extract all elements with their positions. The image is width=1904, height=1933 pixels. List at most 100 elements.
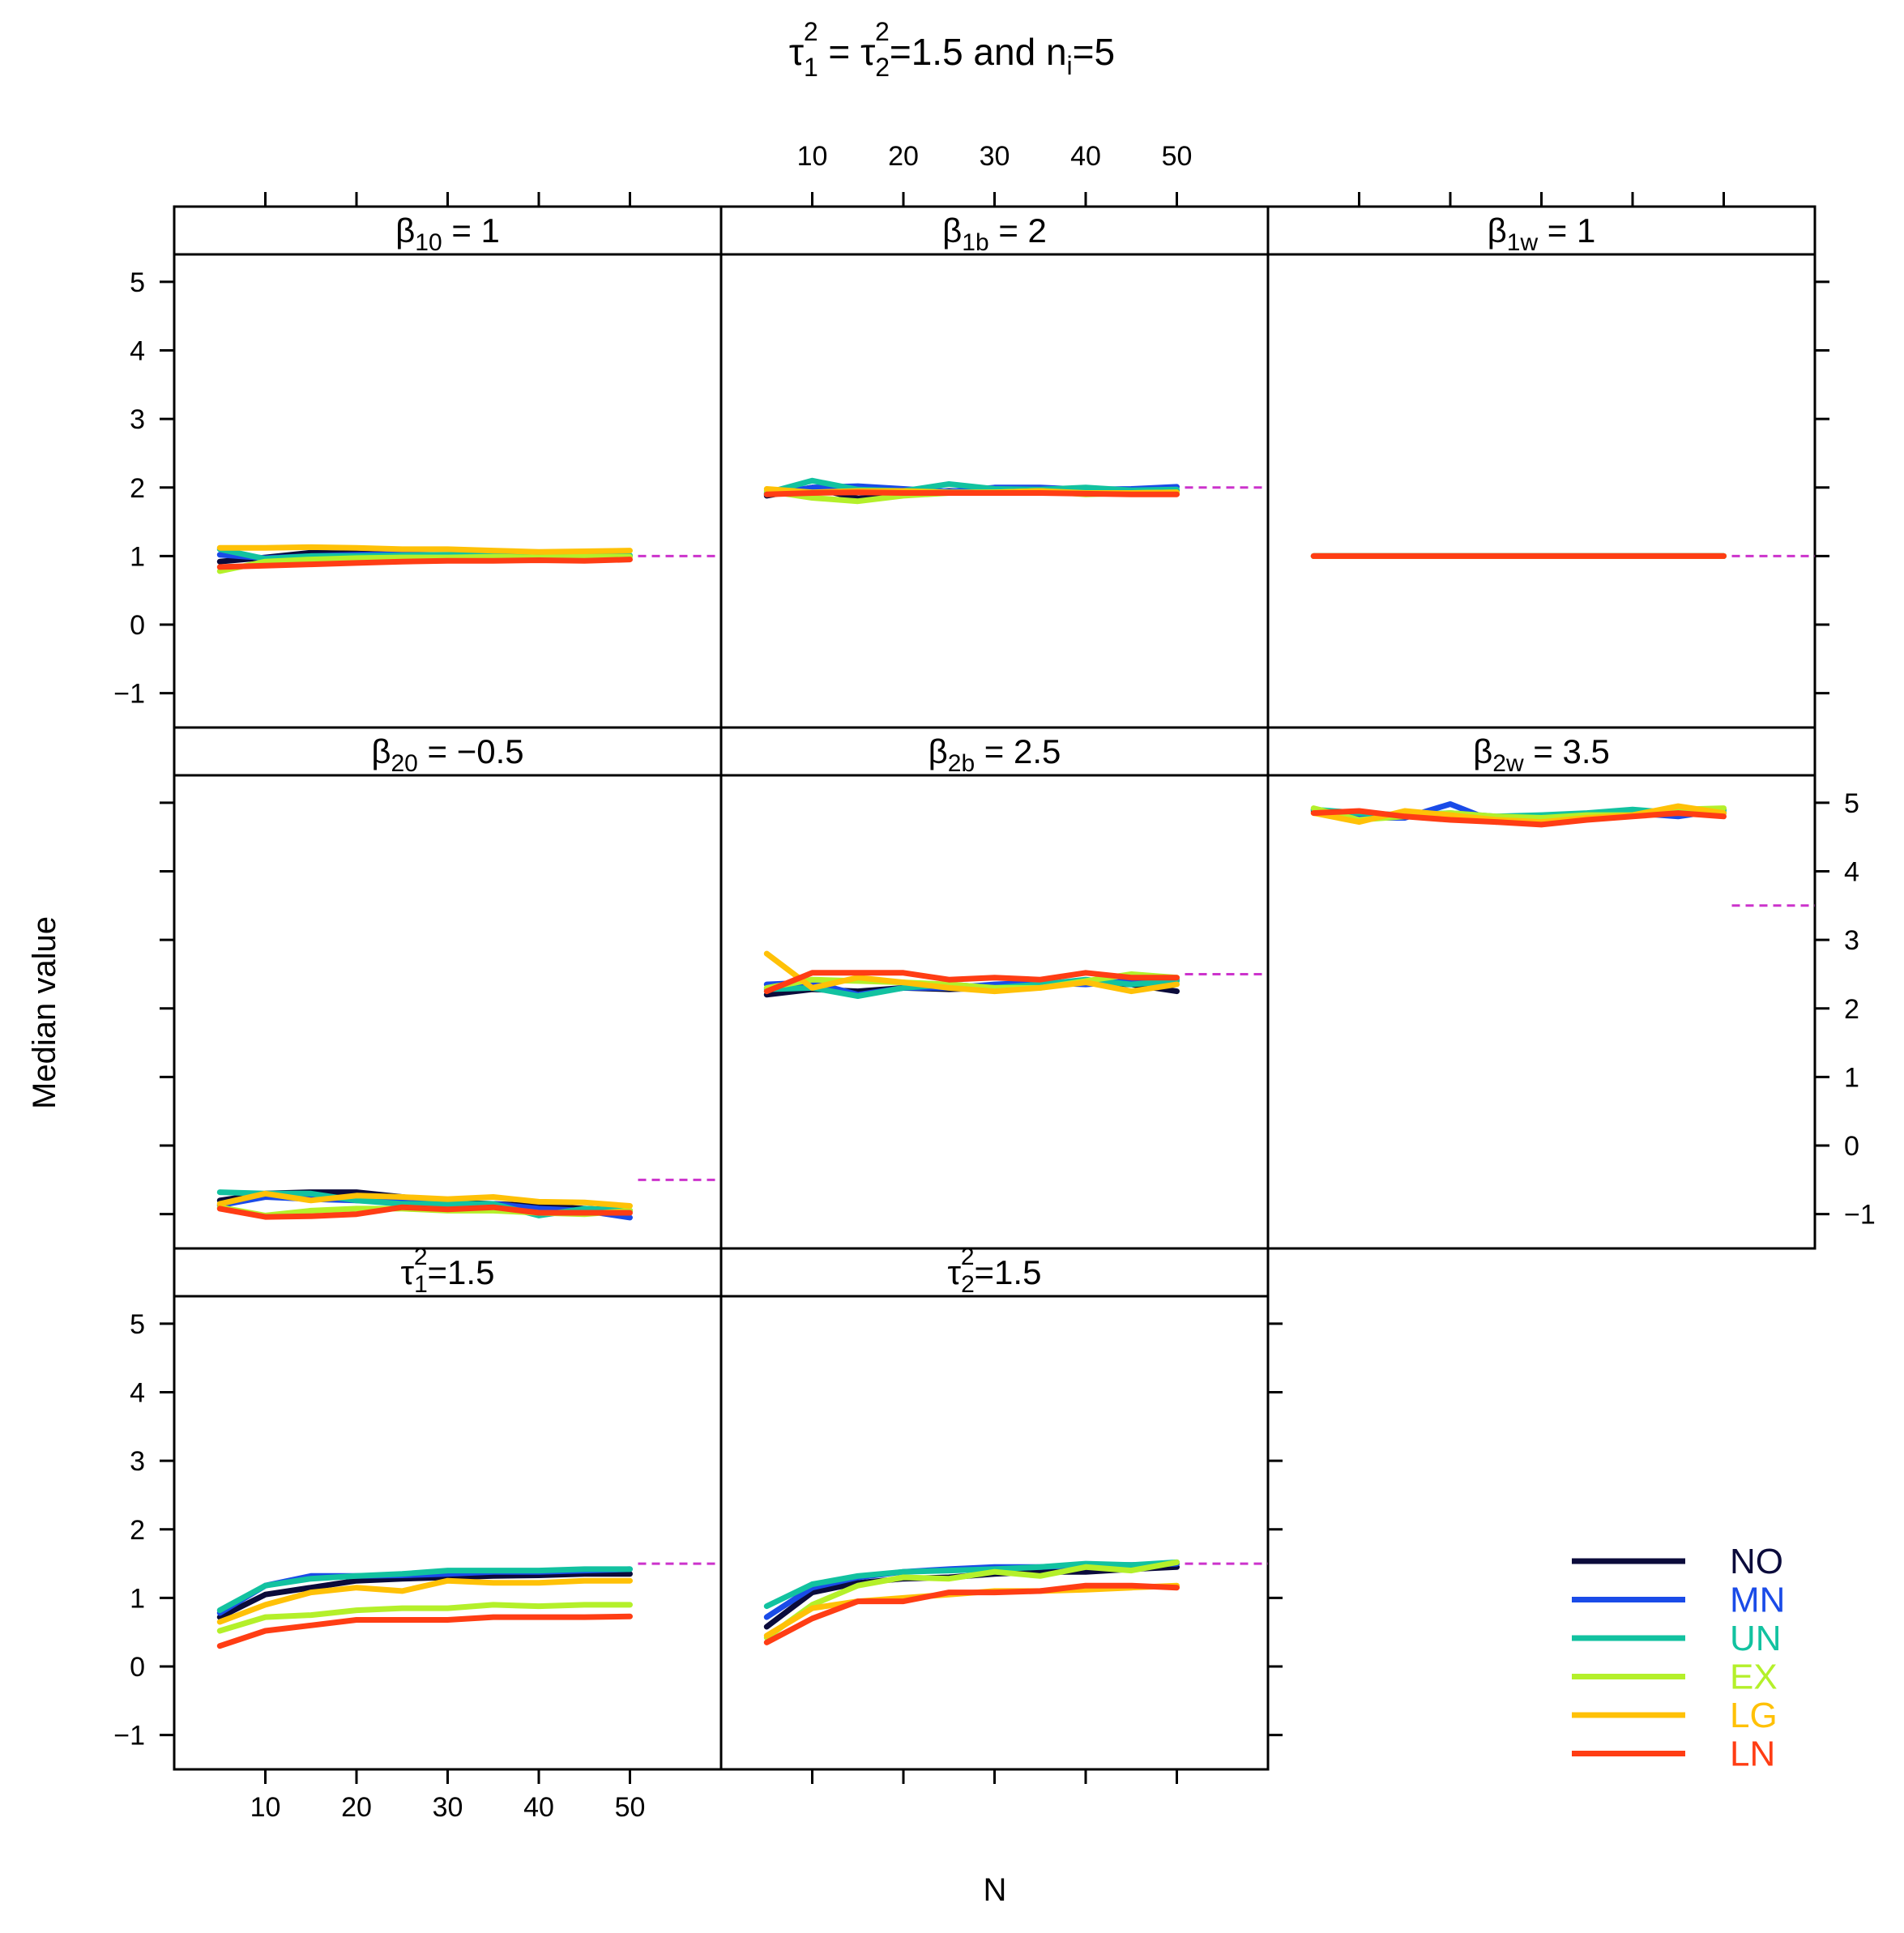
y-tick-label-left: 3 (130, 404, 145, 435)
legend-label-NO: NO (1730, 1542, 1783, 1581)
strip-label-t1: τ12=1.5 (401, 1244, 495, 1298)
strip-symbol: β (1488, 211, 1507, 250)
y-tick-label-right: −1 (1844, 1200, 1876, 1231)
panel-b10: β10 = 1 (173, 205, 723, 729)
strip-symbol: τ (401, 1253, 415, 1291)
strip-subscript: 1w (1507, 229, 1539, 256)
panel-frame-b20 (173, 774, 723, 1250)
series-line-EX-t1 (216, 1602, 633, 1634)
legend-label-MN: MN (1730, 1581, 1785, 1620)
strip-subscript: 20 (391, 750, 418, 777)
panel-t1: τ12=1.5 (173, 1244, 723, 1771)
series-line-UN-t1 (216, 1566, 633, 1614)
y-tick-label-left: 0 (130, 610, 145, 641)
y-tick-label-right: 1 (1844, 1062, 1859, 1093)
strip-label-b10: β10 = 1 (395, 211, 500, 256)
y-tick-label-left: −1 (113, 679, 145, 710)
strip-subscript: 1 (414, 1271, 428, 1298)
y-tick-label-left: 2 (130, 1515, 145, 1546)
series-line-LG-b2b (763, 950, 1180, 995)
strip-label-b1w: β1w = 1 (1488, 211, 1596, 256)
panel-frame-b2w (1266, 774, 1816, 1250)
panel-t2: τ22=1.5 (719, 1244, 1270, 1771)
strip-superscript: 2 (961, 1244, 975, 1270)
strip-value: = 1 (1538, 211, 1595, 250)
series-line-LN-t1 (216, 1613, 633, 1649)
strip-subscript: 1b (962, 229, 988, 256)
y-tick-label-left: 2 (130, 473, 145, 504)
x-tick-label-top: 50 (1162, 141, 1193, 172)
strip-b2w (1266, 726, 1816, 777)
y-tick-label-left: 0 (130, 1652, 145, 1683)
panel-frame-b2b (719, 774, 1270, 1250)
series-line-NO-t1 (216, 1571, 633, 1620)
series-line-UN-t2 (763, 1559, 1180, 1610)
strip-subscript: 2 (961, 1271, 975, 1298)
panel-frame-t2 (719, 1295, 1270, 1771)
series-line-LG-b20 (216, 1190, 633, 1209)
y-tick-label-right: 5 (1844, 788, 1859, 819)
y-axis-label: Median value (27, 916, 62, 1109)
x-tick-label-bottom: 30 (433, 1792, 463, 1823)
strip-value: =1.5 (975, 1253, 1042, 1291)
strip-subscript: 2b (948, 750, 975, 777)
strip-label-b2w: β2w = 3.5 (1473, 732, 1610, 777)
panel-b1w: β1w = 1 (1266, 205, 1816, 729)
panel-frame-b1w (1266, 253, 1816, 729)
strip-b10 (173, 205, 723, 256)
panel-b20: β20 = −0.5 (173, 726, 723, 1250)
y-tick-label-left: 4 (130, 335, 145, 366)
strip-symbol: τ (948, 1253, 962, 1291)
y-tick-label-right: 3 (1844, 925, 1859, 956)
x-tick-label-top: 20 (888, 141, 919, 172)
panel-frame-b10 (173, 253, 723, 729)
panel-b1b: β1b = 2 (719, 205, 1270, 729)
x-tick-label-bottom: 50 (615, 1792, 646, 1823)
strip-value: = 2.5 (975, 732, 1061, 770)
strip-symbol: β (929, 732, 948, 770)
strip-label-b20: β20 = −0.5 (371, 732, 523, 777)
x-tick-label-bottom: 10 (250, 1792, 281, 1823)
series-line-LN-b20 (216, 1204, 633, 1220)
x-tick-label-bottom: 40 (523, 1792, 554, 1823)
series-line-LN-b10 (216, 557, 633, 570)
strip-subscript: 2w (1492, 750, 1524, 777)
y-tick-label-right: 4 (1844, 856, 1859, 887)
series-line-LG-t1 (216, 1577, 633, 1625)
y-tick-label-left: 5 (130, 267, 145, 298)
strip-symbol: β (395, 211, 415, 250)
panel-b2w: β2w = 3.5 (1266, 726, 1816, 1250)
series-line-EX-b10 (216, 553, 633, 574)
strip-subscript: 10 (415, 229, 442, 256)
series-line-EX-t2 (763, 1559, 1180, 1641)
strip-t2 (719, 1247, 1270, 1298)
strip-superscript: 2 (414, 1244, 428, 1270)
y-tick-label-left: 4 (130, 1377, 145, 1408)
strip-value: =1.5 (428, 1253, 495, 1291)
series-line-LN-t2 (763, 1582, 1180, 1645)
chart-title: τ12 = τ22=1.5 and ni=5 (789, 17, 1115, 82)
y-tick-label-right: 0 (1844, 1131, 1859, 1162)
strip-b2b (719, 726, 1270, 777)
series-line-UN-b1b (763, 477, 1180, 496)
legend-label-LN: LN (1730, 1735, 1775, 1774)
legend-label-EX: EX (1730, 1658, 1778, 1697)
legend-label-LG: LG (1730, 1696, 1778, 1735)
y-tick-label-left: 1 (130, 1583, 145, 1614)
series-line-LN-b1b (763, 489, 1180, 497)
strip-value: = 3.5 (1524, 732, 1610, 770)
series-line-LN-b2b (763, 970, 1180, 995)
strip-symbol: β (1473, 732, 1492, 770)
strip-label-b1b: β1b = 2 (942, 211, 1047, 256)
strip-b20 (173, 726, 723, 777)
strip-value: = 2 (989, 211, 1047, 250)
y-tick-label-left: 3 (130, 1446, 145, 1477)
panel-frame-t1 (173, 1295, 723, 1771)
legend-label-UN: UN (1730, 1619, 1782, 1658)
y-tick-label-left: −1 (113, 1721, 145, 1752)
strip-value: = −0.5 (418, 732, 524, 770)
